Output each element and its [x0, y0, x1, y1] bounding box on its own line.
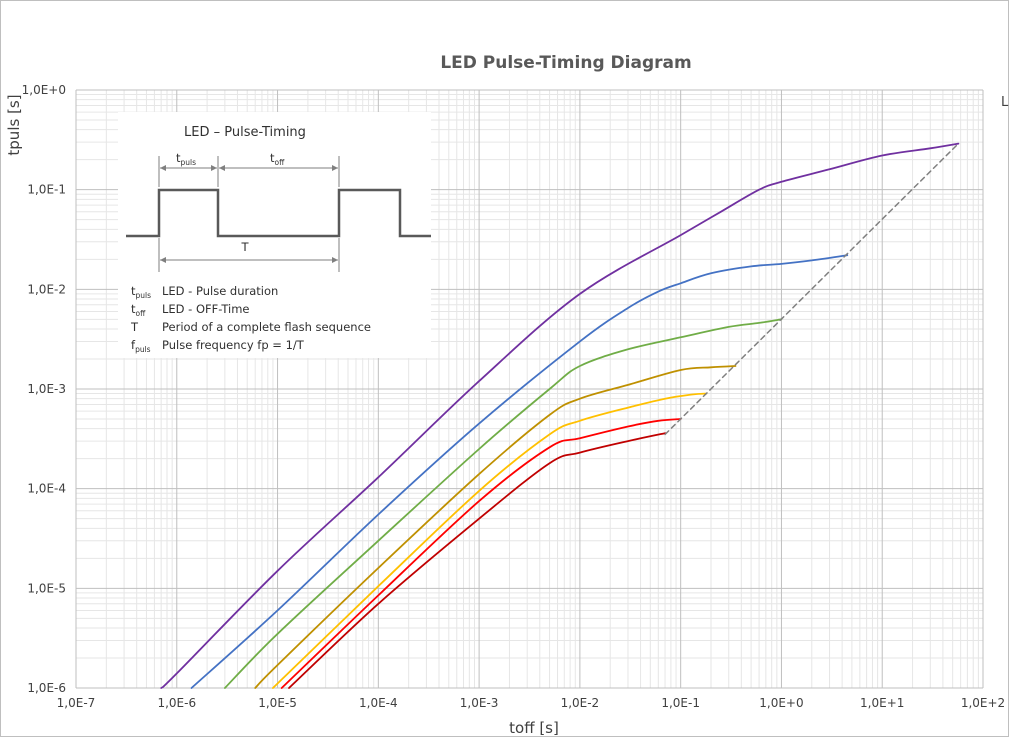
y-tick-label: 1,0E-6: [27, 681, 66, 695]
y-tick-label: 1,0E-2: [27, 282, 66, 296]
chart-title: LED Pulse-Timing Diagram: [440, 53, 691, 73]
x-tick-label: 1,0E-1: [661, 696, 700, 710]
toff-label: toff: [270, 151, 285, 167]
legend-symbol-toff: toff: [131, 302, 146, 318]
period-arrowhead-left: [160, 257, 166, 263]
legend-entry-partial: L: [1001, 95, 1009, 110]
period-label: T: [240, 240, 249, 254]
y-tick-label: 1,0E-3: [27, 382, 66, 396]
x-tick-label: 1,0E+2: [961, 696, 1005, 710]
series-line-1: [160, 142, 960, 689]
x-tick-label: 1,0E-4: [359, 696, 398, 710]
period-arrowhead-right: [332, 257, 338, 263]
y-tick-label: 1,0E+0: [22, 83, 66, 97]
toff-arrowhead-right: [332, 165, 338, 171]
pulse-timing-inset: LED – Pulse-Timing tpuls toff T tpuls LE…: [118, 112, 431, 358]
inset-legend: tpuls LED - Pulse duration toff LED - OF…: [130, 284, 371, 354]
series-line-6: [280, 418, 682, 689]
x-tick-label: 1,0E+0: [759, 696, 803, 710]
tpuls-label: tpuls: [176, 151, 196, 167]
legend-text-toff: LED - OFF-Time: [162, 302, 250, 316]
x-tick-label: 1,0E-6: [157, 696, 196, 710]
y-tick-label: 1,0E-1: [27, 183, 66, 197]
tpuls-arrowhead-right: [211, 165, 217, 171]
series-line-2: [190, 254, 849, 689]
series-line-3: [224, 318, 783, 689]
legend-text-period: Period of a complete flash sequence: [162, 320, 371, 334]
x-tick-label: 1,0E-2: [561, 696, 600, 710]
legend-symbol-fpuls: fpuls: [131, 338, 151, 354]
legend-text-fpuls: Pulse frequency fp = 1/T: [162, 338, 305, 352]
x-tick-label: 1,0E-7: [57, 696, 96, 710]
series-lines: [160, 142, 960, 689]
tpuls-arrowhead-left: [160, 165, 166, 171]
tick-labels: 1,0E-7 1,0E-6 1,0E-5 1,0E-4 1,0E-3 1,0E-2 1,0E…: [22, 83, 1006, 710]
series-line-5: [272, 392, 708, 689]
y-tick-label: 1,0E-5: [27, 581, 66, 595]
pulse-waveform: [126, 188, 431, 238]
legend-symbol-period: T: [130, 320, 139, 334]
x-tick-label: 1,0E+1: [860, 696, 904, 710]
toff-arrowhead-left: [219, 165, 225, 171]
y-tick-label: 1,0E-4: [27, 482, 66, 496]
y-axis-label: tpuls [s]: [5, 94, 23, 155]
legend-symbol-tpuls: tpuls: [131, 284, 151, 300]
x-tick-label: 1,0E-3: [460, 696, 499, 710]
x-axis-label: toff [s]: [509, 719, 559, 737]
legend-text-tpuls: LED - Pulse duration: [162, 284, 278, 298]
x-tick-label: 1,0E-5: [258, 696, 297, 710]
series-line-7: [288, 432, 666, 689]
limit-dashed-line: [664, 142, 960, 436]
series-line-4: [254, 365, 737, 689]
inset-title: LED – Pulse-Timing: [184, 125, 306, 140]
